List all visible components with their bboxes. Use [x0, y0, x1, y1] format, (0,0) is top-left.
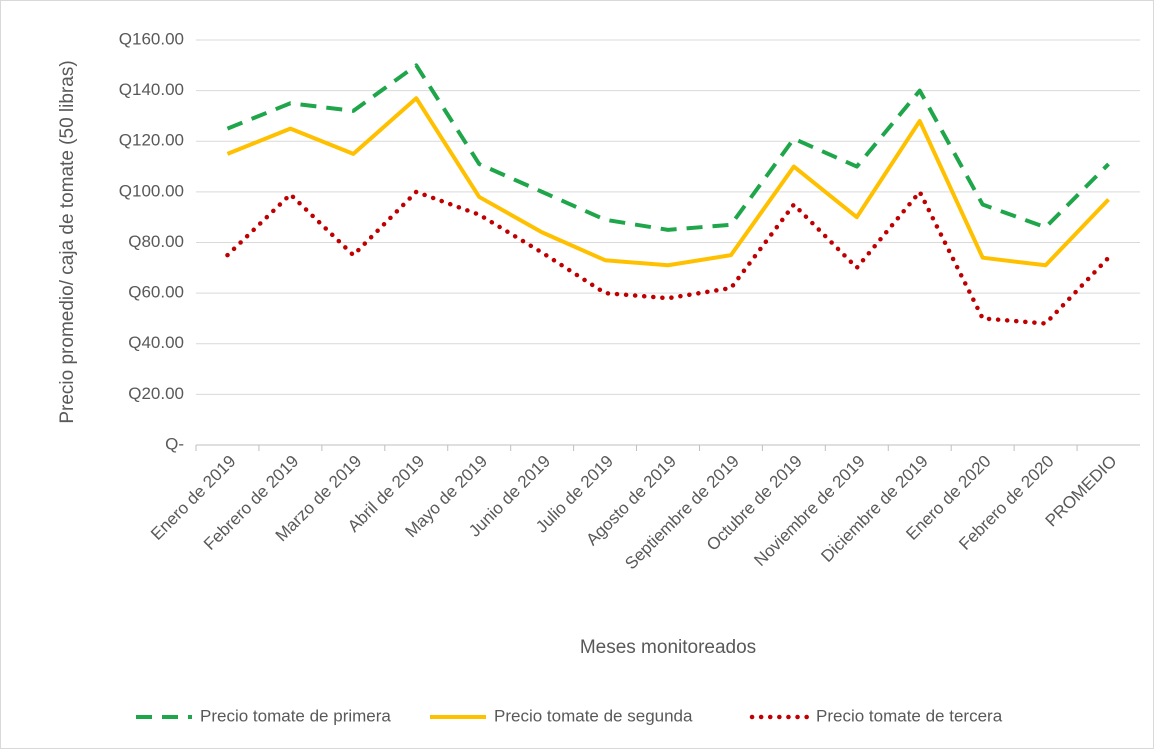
series-line	[225, 189, 1111, 326]
y-tick-label: Q-	[165, 434, 184, 453]
series-line	[226, 63, 1110, 232]
y-tick-label: Q140.00	[119, 80, 184, 99]
y-tick-label: Q80.00	[128, 232, 184, 251]
y-tick-label: Q20.00	[128, 384, 184, 403]
legend-label: Precio tomate de tercera	[816, 706, 1003, 725]
y-tick-label: Q100.00	[119, 181, 184, 200]
y-tick-label: Q60.00	[128, 283, 184, 302]
legend-label: Precio tomate de segunda	[494, 706, 693, 725]
y-tick-label: Q40.00	[128, 333, 184, 352]
x-axis-title: Meses monitoreados	[580, 637, 756, 658]
y-axis-title: Precio promedio/ caja de tomate (50 libr…	[57, 60, 78, 423]
y-tick-label: Q120.00	[119, 131, 184, 150]
y-tick-label: Q160.00	[119, 29, 184, 48]
series-line	[226, 96, 1110, 268]
legend-label: Precio tomate de primera	[200, 706, 391, 725]
